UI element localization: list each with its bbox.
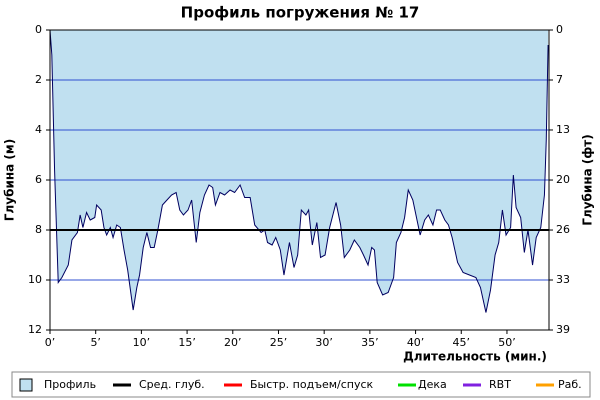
x-tick-label: 0’ bbox=[45, 336, 56, 349]
x-tick-label: 5’ bbox=[90, 336, 101, 349]
x-tick-label: 50’ bbox=[498, 336, 516, 349]
profile-area bbox=[50, 30, 549, 313]
x-tick-label: 35’ bbox=[361, 336, 379, 349]
y-axis-label: Глубина (м) bbox=[3, 139, 17, 221]
legend-label: Дека bbox=[418, 378, 447, 391]
legend-label: Раб. bbox=[558, 378, 582, 391]
y2-tick-label: 26 bbox=[556, 223, 570, 236]
profile-line bbox=[49, 29, 549, 313]
legend-label: Сред. глуб. bbox=[139, 378, 205, 391]
y-tick-label: 4 bbox=[35, 123, 42, 136]
chart-title: Профиль погружения № 17 bbox=[181, 4, 420, 22]
y2-tick-label: 0 bbox=[556, 23, 563, 36]
y-tick-label: 6 bbox=[35, 173, 42, 186]
x-tick-label: 45’ bbox=[453, 336, 471, 349]
legend-swatch bbox=[19, 378, 33, 392]
x-tick-label: 20’ bbox=[224, 336, 242, 349]
x-tick-label: 40’ bbox=[407, 336, 425, 349]
x-axis-label: Длительность (мин.) bbox=[403, 350, 547, 364]
x-tick-label: 25’ bbox=[270, 336, 288, 349]
x-tick-label: 15’ bbox=[178, 336, 196, 349]
y2-tick-label: 13 bbox=[556, 123, 570, 136]
y-tick-label: 8 bbox=[35, 223, 42, 236]
legend-label: Быстр. подъем/спуск bbox=[250, 378, 374, 391]
y-tick-label: 12 bbox=[28, 323, 42, 336]
y2-tick-label: 20 bbox=[556, 173, 570, 186]
y2-tick-label: 39 bbox=[556, 323, 570, 336]
legend-label: Профиль bbox=[44, 378, 96, 391]
y2-axis-label: Глубина (фт) bbox=[581, 134, 595, 225]
y2-tick-label: 33 bbox=[556, 273, 570, 286]
y-tick-label: 0 bbox=[35, 23, 42, 36]
x-tick-label: 30’ bbox=[315, 336, 333, 349]
legend-label: RBT bbox=[489, 378, 511, 391]
y-tick-label: 10 bbox=[28, 273, 42, 286]
y2-tick-label: 7 bbox=[556, 73, 563, 86]
legend-box bbox=[11, 371, 591, 398]
x-tick-label: 10’ bbox=[133, 336, 151, 349]
y-tick-label: 2 bbox=[35, 73, 42, 86]
